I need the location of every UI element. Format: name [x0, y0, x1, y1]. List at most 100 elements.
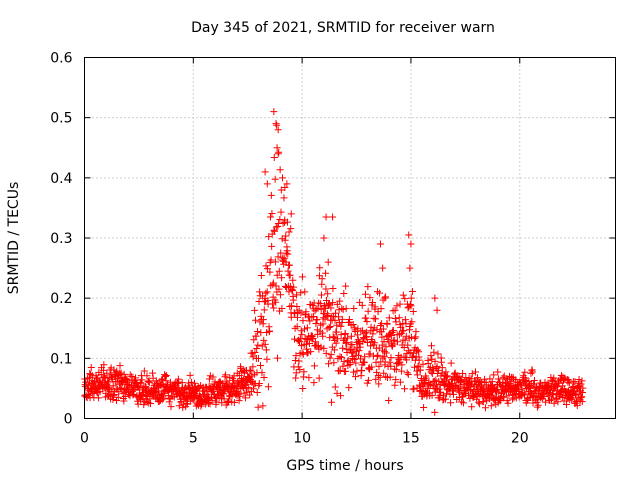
data-point: [313, 316, 321, 324]
data-point: [504, 399, 512, 407]
data-point: [344, 334, 352, 342]
data-point: [401, 295, 409, 303]
data-point: [398, 367, 406, 375]
data-point: [268, 242, 276, 250]
data-point: [376, 373, 384, 381]
data-point: [558, 393, 566, 401]
data-point: [386, 358, 394, 366]
data-point: [326, 323, 334, 331]
data-point: [262, 289, 270, 297]
data-point: [364, 307, 372, 315]
data-point: [550, 399, 558, 407]
data-point: [442, 368, 450, 376]
data-point: [330, 346, 338, 354]
data-point: [292, 374, 300, 382]
data-point: [209, 373, 217, 381]
data-point: [274, 354, 282, 362]
data-point: [391, 306, 399, 314]
data-point: [240, 389, 248, 397]
data-point: [413, 367, 421, 375]
data-point: [291, 309, 299, 317]
data-point: [527, 369, 535, 377]
data-point: [501, 386, 509, 394]
data-point: [263, 355, 271, 363]
data-point: [374, 308, 382, 316]
data-point: [230, 376, 238, 384]
data-point: [100, 361, 108, 369]
data-point: [260, 306, 268, 314]
data-point: [298, 273, 306, 281]
data-point: [296, 338, 304, 346]
data-point: [544, 392, 552, 400]
data-point: [403, 356, 411, 364]
data-point: [275, 267, 283, 275]
data-point: [414, 346, 422, 354]
data-point: [114, 393, 122, 401]
data-point: [499, 393, 507, 401]
data-point: [296, 365, 304, 373]
data-point: [339, 344, 347, 352]
data-point: [281, 236, 289, 244]
data-point: [355, 339, 363, 347]
data-point: [322, 269, 330, 277]
data-point: [396, 331, 404, 339]
data-point: [286, 261, 294, 269]
y-tick-label: 0.3: [50, 231, 72, 247]
data-point: [142, 384, 150, 392]
data-point: [256, 288, 264, 296]
chart-title: Day 345 of 2021, SRMTID for receiver war…: [191, 20, 495, 36]
data-point: [349, 368, 357, 376]
data-point: [549, 390, 557, 398]
data-point: [261, 340, 269, 348]
data-point: [319, 332, 327, 340]
x-tick-label: 20: [511, 431, 529, 447]
data-point: [466, 394, 474, 402]
data-point: [411, 334, 419, 342]
data-point: [363, 333, 371, 341]
data-point: [496, 397, 504, 405]
data-point: [435, 385, 443, 393]
data-point: [304, 336, 312, 344]
data-point: [289, 296, 297, 304]
data-point: [235, 397, 243, 405]
data-point: [450, 390, 458, 398]
data-point: [431, 357, 439, 365]
data-point: [459, 381, 467, 389]
data-point: [329, 213, 337, 221]
data-point: [322, 349, 330, 357]
data-point: [279, 174, 287, 182]
data-point: [392, 366, 400, 374]
data-point: [307, 348, 315, 356]
data-point: [371, 303, 379, 311]
data-point: [459, 399, 467, 407]
data-point: [274, 253, 282, 261]
data-point: [293, 291, 301, 299]
data-point: [257, 329, 265, 337]
data-point: [559, 382, 567, 390]
data-point: [336, 367, 344, 375]
data-point: [408, 288, 416, 296]
data-point: [374, 351, 382, 359]
data-point: [325, 360, 333, 368]
data-point: [381, 294, 389, 302]
data-point: [266, 327, 274, 335]
data-point: [273, 271, 281, 279]
data-point: [433, 306, 441, 314]
data-point: [408, 318, 416, 326]
data-point: [146, 399, 154, 407]
data-point: [270, 154, 278, 162]
data-point: [391, 315, 399, 323]
data-point: [537, 379, 545, 387]
data-point: [158, 376, 166, 384]
data-point: [336, 297, 344, 305]
data-point: [276, 291, 284, 299]
data-point: [479, 398, 487, 406]
data-point: [337, 392, 345, 400]
data-point: [298, 331, 306, 339]
data-point: [546, 397, 554, 405]
data-point: [291, 335, 299, 343]
data-point: [330, 359, 338, 367]
data-point: [132, 374, 140, 382]
data-point: [373, 368, 381, 376]
data-point: [258, 342, 266, 350]
